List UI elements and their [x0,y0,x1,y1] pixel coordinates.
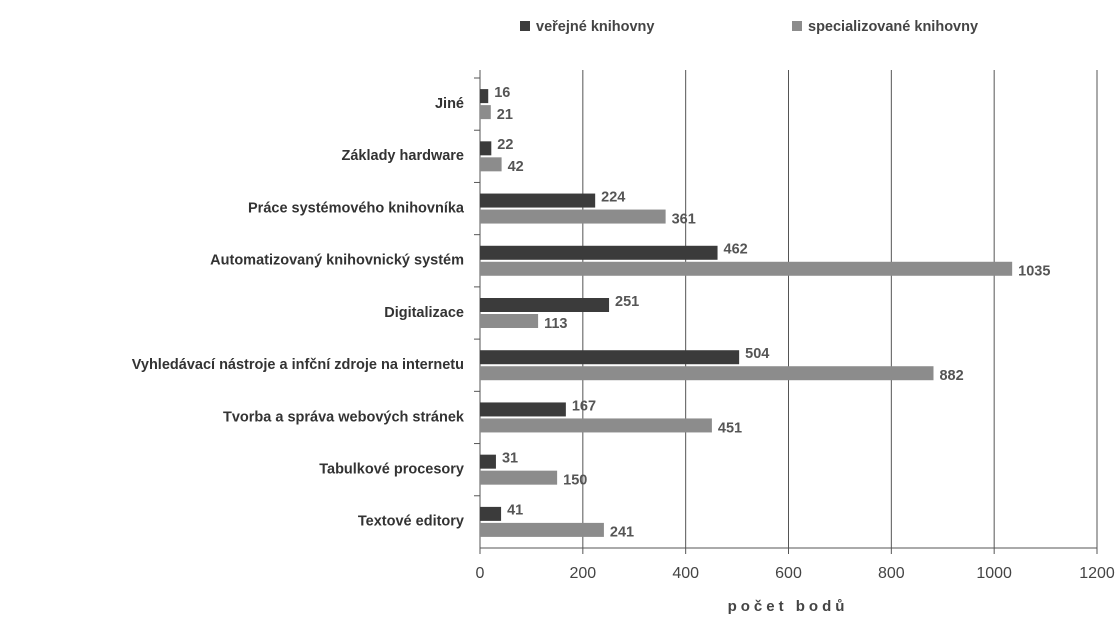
bar [480,350,740,365]
bar [480,402,566,417]
legend-swatch [520,21,530,31]
y-tick-label: Tabulkové procesory [319,461,464,477]
legend-label: veřejné knihovny [536,19,654,35]
value-label: 16 [494,85,510,101]
value-label: 462 [724,242,748,258]
bar [480,157,502,172]
value-label: 241 [610,525,634,541]
bar [480,418,712,433]
bar [480,366,934,381]
value-label: 42 [508,159,524,175]
bar [480,506,502,521]
y-tick-label: Vyhledávací nástroje a infční zdroje na … [132,357,464,373]
y-tick-label: Základy hardware [342,148,465,164]
x-tick-label: 400 [672,565,699,582]
bar [480,89,489,104]
legend-swatch [792,21,802,31]
bar [480,314,539,328]
x-tick-label: 600 [775,565,802,582]
bar [480,245,718,260]
y-tick-label: Práce systémového knihovníka [248,200,465,216]
value-label: 882 [939,368,963,384]
y-tick-label: Jiné [435,96,464,112]
y-tick-label: Tvorba a správa webových stránek [223,409,465,425]
bar [480,261,1013,276]
bar [480,193,596,208]
bar [480,298,610,312]
value-label: 113 [544,316,567,332]
x-tick-label: 200 [569,565,596,582]
x-tick-label: 800 [878,565,905,582]
y-tick-label: Textové editory [358,514,464,530]
legend-label: specializované knihovny [808,19,978,35]
value-label: 167 [572,398,596,414]
value-label: 41 [507,503,523,519]
value-label: 150 [563,472,587,488]
value-label: 361 [672,211,696,227]
bar [480,470,558,485]
x-tick-label: 1000 [976,565,1012,582]
value-label: 504 [745,346,769,362]
value-label: 1035 [1018,264,1050,280]
value-label: 224 [601,189,625,205]
x-axis-label: počet bodů [728,598,849,615]
y-tick-label: Automatizovaný knihovnický systém [210,253,464,269]
x-tick-label: 1200 [1079,565,1115,582]
bar [480,141,492,156]
bar [480,454,496,469]
value-label: 31 [502,450,518,466]
bar [480,209,666,224]
value-label: 451 [718,420,742,436]
y-tick-label: Digitalizace [384,305,464,321]
value-label: 251 [615,294,639,310]
bar [480,105,491,120]
value-label: 21 [497,107,513,123]
value-label: 22 [497,137,513,153]
x-tick-label: 0 [476,565,485,582]
bar [480,522,604,537]
